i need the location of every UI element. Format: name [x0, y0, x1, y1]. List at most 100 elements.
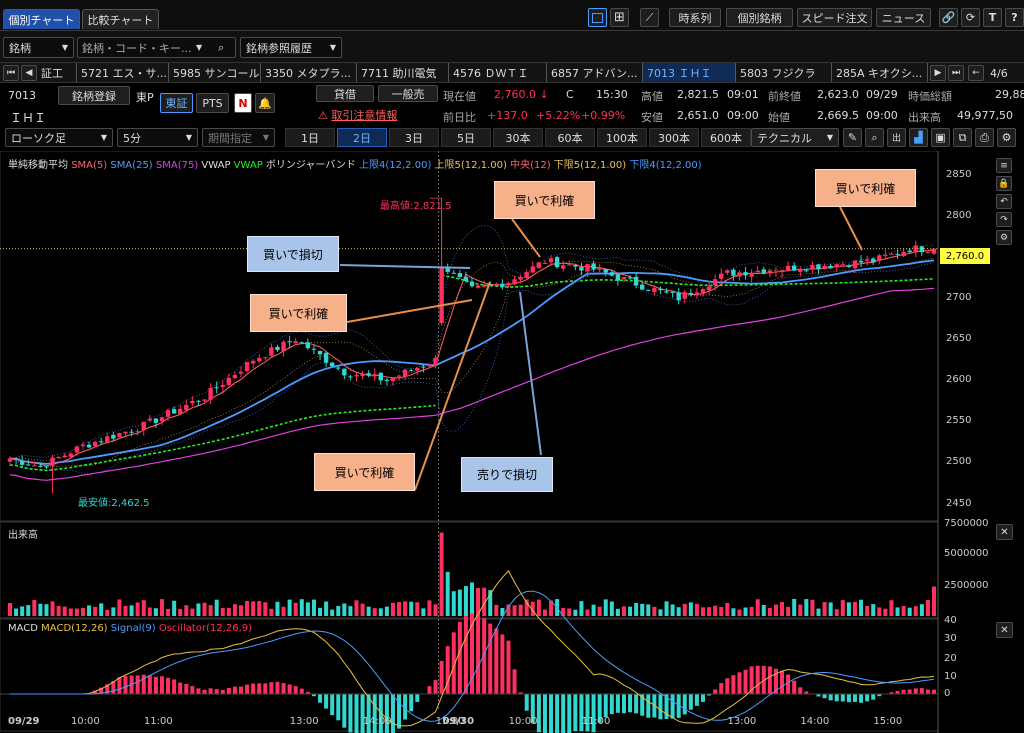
macd-histogram-bar	[378, 694, 383, 733]
macd-histogram-bar	[105, 684, 110, 694]
settings-icon[interactable]: ⚙	[997, 128, 1016, 147]
ticker-item[interactable]: 7711 助川電気	[357, 63, 449, 82]
refresh-icon[interactable]: ⟳	[961, 8, 980, 27]
ticker-item[interactable]: 285A キオクシ...	[832, 63, 928, 82]
ticker-item[interactable]: 5721 エス・サ...	[77, 63, 169, 82]
ticker-item[interactable]: 5985 サンコール	[169, 63, 261, 82]
tab-compare-chart[interactable]: 比較チャート	[82, 9, 159, 29]
exchange-button[interactable]: 東証	[160, 93, 193, 113]
period-30[interactable]: 30本	[493, 128, 543, 147]
alert-bell-icon[interactable]: 🔔	[255, 93, 275, 113]
volume-bar	[451, 591, 456, 616]
period-1d[interactable]: 1日	[285, 128, 335, 147]
macd-histogram-bar	[500, 634, 505, 694]
volume-bar	[439, 532, 444, 616]
interval-dropdown[interactable]: 5分 ▼	[117, 128, 198, 147]
prev-page-icon[interactable]: ◀	[21, 65, 37, 81]
macd-histogram-bar	[597, 694, 602, 723]
volume-bar	[287, 599, 292, 616]
current-price: 2,760.0 ↓	[494, 88, 549, 101]
settings-small-icon[interactable]: ⚙	[996, 230, 1012, 245]
print-icon[interactable]: ⎙	[975, 128, 994, 147]
macd-histogram-bar	[147, 675, 152, 694]
macd-osc-label: Oscillator(12,26,9)	[158, 623, 253, 634]
warning-link[interactable]: ⚠ 取引注意情報	[318, 107, 397, 123]
save-icon[interactable]: ▣	[931, 128, 950, 147]
vol-axis-label: 5000000	[944, 548, 989, 559]
chart-canvas[interactable]	[0, 151, 1024, 733]
period-600[interactable]: 600本	[701, 128, 751, 147]
ticker-item[interactable]: 5803 フジクラ	[736, 63, 832, 82]
period-3d[interactable]: 3日	[389, 128, 439, 147]
tab-individual-chart[interactable]: 個別チャート	[3, 9, 80, 29]
candle-body	[840, 264, 846, 266]
first-page-icon[interactable]: ⏮	[3, 65, 19, 81]
zoom-icon[interactable]: ⌕	[865, 128, 884, 147]
candle-body	[779, 270, 785, 272]
lock-icon[interactable]: 🔒	[996, 176, 1012, 191]
candle-body	[354, 375, 359, 377]
ticker-item-active[interactable]: 7013 ＩＨＩ	[643, 63, 736, 82]
news-n-icon[interactable]: N	[234, 93, 252, 113]
candle-body	[591, 263, 596, 270]
chart-type-dropdown[interactable]: ローソク足 ▼	[5, 128, 113, 147]
help-icon[interactable]: ?	[1005, 8, 1024, 27]
redo-icon[interactable]: ↷	[996, 212, 1012, 227]
candle-body	[633, 276, 639, 286]
ticker-item[interactable]: 6857 アドバン...	[547, 63, 643, 82]
period-5d[interactable]: 5日	[441, 128, 491, 147]
text-icon[interactable]: T	[983, 8, 1002, 27]
indicator-legend: 単純移動平均 SMA(5) SMA(25) SMA(75) VWAP VWAP …	[8, 156, 702, 171]
individual-stock-button[interactable]: 個別銘柄	[726, 8, 793, 27]
technical-label: テクニカル	[757, 131, 812, 145]
time-series-button[interactable]: 時系列	[669, 8, 721, 27]
news-button[interactable]: ニュース	[876, 8, 931, 27]
macd-histogram-bar	[840, 694, 845, 702]
output-icon[interactable]: 出	[887, 128, 906, 147]
macd-axis-label: 40	[944, 615, 957, 626]
candle-body	[615, 274, 621, 281]
ticker-item[interactable]: 4576 ＤＷＴＩ	[449, 63, 547, 82]
ticker-item[interactable]: 3350 メタプラ...	[261, 63, 357, 82]
grid-layout-icon[interactable]: ⊞	[610, 8, 629, 27]
symbol-dropdown[interactable]: 銘柄 ▼	[3, 37, 74, 58]
last-page-icon[interactable]: ⏭	[948, 65, 964, 81]
period-100[interactable]: 100本	[597, 128, 647, 147]
candle-body	[323, 352, 329, 363]
candle-body	[135, 431, 140, 433]
price-axis-label: 2850	[946, 168, 972, 180]
candle-body	[579, 267, 584, 271]
volume-bar	[220, 608, 225, 616]
back-icon[interactable]: ←	[968, 65, 984, 81]
close-volume-icon[interactable]: ✕	[996, 524, 1013, 540]
search-icon[interactable]: ⌕	[218, 40, 225, 54]
candle-body	[475, 285, 481, 288]
link-icon[interactable]: 🔗	[939, 8, 958, 27]
chart-mode-icon[interactable]: ▟	[909, 128, 928, 147]
period-300[interactable]: 300本	[649, 128, 699, 147]
undo-icon[interactable]: ↶	[996, 194, 1012, 209]
speed-order-button[interactable]: スピード注文	[797, 8, 872, 27]
technical-dropdown[interactable]: テクニカル ▼	[751, 128, 839, 147]
align-icon[interactable]: ≡	[996, 158, 1012, 173]
period-60[interactable]: 60本	[545, 128, 595, 147]
close-macd-icon[interactable]: ✕	[996, 622, 1013, 638]
search-input[interactable]: 銘柄・コード・キー... ▼ ⌕	[77, 37, 236, 58]
volume-bar	[682, 603, 687, 616]
arrow-takeprofit-2	[511, 218, 541, 258]
next-page-icon[interactable]: ▶	[930, 65, 946, 81]
copy-icon[interactable]: ⧉	[953, 128, 972, 147]
draw-line-icon[interactable]: ⟋	[640, 8, 659, 27]
ticker-item[interactable]: 証工	[37, 63, 77, 82]
macd-histogram-bar	[512, 669, 517, 694]
history-dropdown[interactable]: 銘柄参照履歴 ▼	[240, 37, 342, 58]
period-2d[interactable]: 2日	[337, 128, 387, 147]
register-button[interactable]: 銘柄登録	[58, 86, 130, 105]
single-layout-icon[interactable]	[588, 8, 607, 27]
candle-body	[232, 374, 238, 378]
candle-body	[664, 291, 669, 293]
pencil-icon[interactable]: ✎	[843, 128, 862, 147]
candle-body	[463, 276, 469, 281]
pts-button[interactable]: PTS	[196, 93, 229, 113]
period-select-dropdown[interactable]: 期間指定 ▼	[202, 128, 275, 147]
